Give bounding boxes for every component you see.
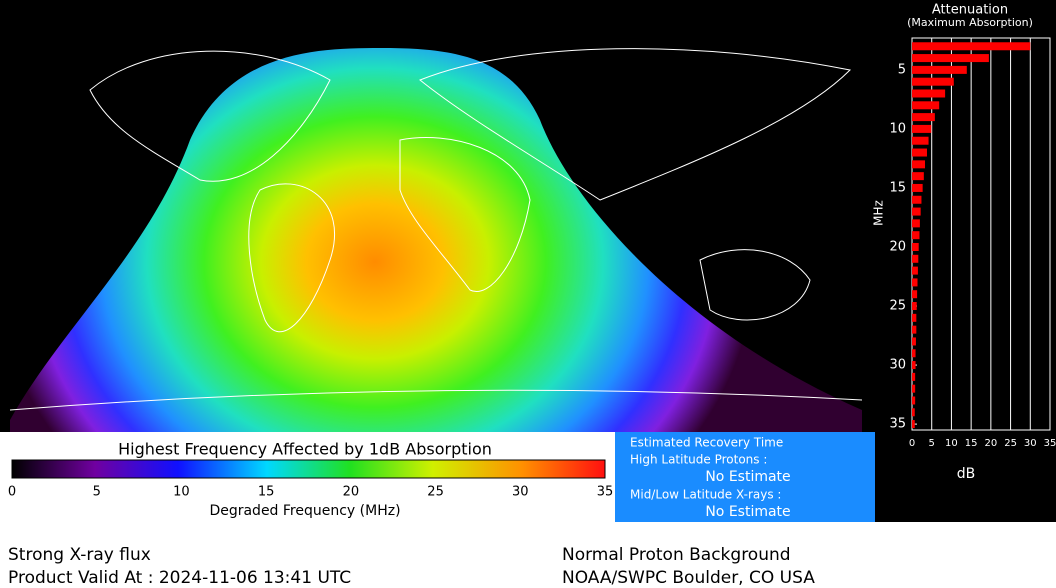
colorbar-tick-label: 0 [8,485,16,500]
bar [912,148,927,157]
x-tick-label: 5 [929,438,935,449]
bar [912,77,954,86]
colorbar-label: Degraded Frequency (MHz) [209,503,400,519]
footer-text: Product Valid At : 2024-11-06 13:41 UTC [8,568,351,588]
bar [912,313,917,322]
footer-text: Normal Proton Background [562,545,791,565]
colorbar-tick-label: 20 [343,485,360,500]
colorbar-tick-label: 35 [597,485,614,500]
y-tick-label: 35 [889,417,906,432]
bar [912,278,918,287]
colorbar-tick-label: 25 [427,485,444,500]
x-tick-label: 0 [909,438,915,449]
bar [912,54,989,63]
y-tick-label: 10 [889,121,906,136]
bar [912,231,920,240]
recovery-title: Estimated Recovery Time [630,436,783,450]
bar [912,337,916,346]
coastline [9,389,863,411]
bar [912,396,916,405]
bar [912,302,917,311]
bar [912,290,918,299]
coastline [699,249,811,321]
recovery-value: No Estimate [705,504,790,520]
chart-subtitle: (Maximum Absorption) [907,16,1033,29]
bar [912,325,917,334]
x-tick-label: 35 [1044,438,1056,449]
footer-text: Strong X-ray flux [8,545,151,565]
absorption-region [10,48,862,432]
x-tick-label: 15 [965,438,978,449]
bar [912,207,921,216]
bar [912,242,919,251]
coastline [248,183,336,333]
colorbar-tick-label: 5 [93,485,101,500]
bar [912,219,920,228]
coastline [399,137,531,292]
bar [912,384,916,393]
coastline [89,50,331,182]
x-axis-label: dB [957,466,976,482]
recovery-label: Mid/Low Latitude X-rays : [630,488,781,502]
bar [912,89,946,98]
chart-background [875,432,1056,522]
y-axis-label: MHz [872,200,886,226]
x-tick-label: 10 [945,438,958,449]
colorbar-title: Highest Frequency Affected by 1dB Absorp… [118,440,492,459]
y-tick-label: 5 [898,62,906,77]
bar [912,195,922,204]
bar [912,136,929,145]
bar [912,372,916,381]
bar [912,124,932,133]
bar [912,42,1031,51]
bar [912,361,916,370]
bar [912,349,916,358]
colorbar-tick-label: 15 [258,485,275,500]
recovery-box [615,432,875,522]
bar [912,183,923,192]
x-tick-label: 20 [984,438,997,449]
bar [912,266,918,275]
bar [912,101,940,110]
coastline [419,48,852,201]
bar [912,160,926,169]
chart-title: Attenuation [932,3,1008,18]
bar [912,172,924,181]
y-tick-label: 15 [889,180,906,195]
x-tick-label: 25 [1004,438,1017,449]
bar [912,408,915,417]
bar [912,420,915,429]
colorbar [11,459,606,479]
bar [912,65,967,74]
colorbar-tick-label: 30 [512,485,529,500]
bar [912,254,919,263]
recovery-label: High Latitude Protons : [630,453,767,467]
bar [912,113,935,122]
x-tick-label: 30 [1024,438,1037,449]
y-tick-label: 25 [889,299,906,314]
colorbar-tick-label: 10 [173,485,190,500]
recovery-value: No Estimate [705,469,790,485]
y-tick-label: 30 [889,358,906,373]
footer-text: NOAA/SWPC Boulder, CO USA [562,568,815,588]
y-tick-label: 20 [889,239,906,254]
